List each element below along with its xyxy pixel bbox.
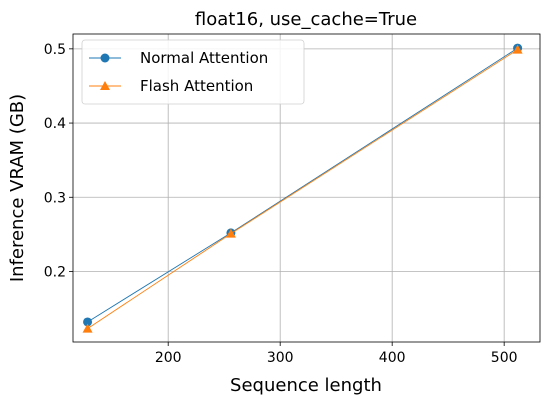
y-tick-label: 0.2 xyxy=(44,264,66,280)
legend-label: Flash Attention xyxy=(140,77,253,95)
data-point xyxy=(512,44,523,54)
y-axis-label: Inference VRAM (GB) xyxy=(7,94,28,282)
plot-frame xyxy=(72,33,541,343)
y-axis-ticks: 0.2 0.3 0.4 0.5 xyxy=(44,42,73,280)
x-tick-label: 200 xyxy=(155,350,182,366)
x-tick-label: 500 xyxy=(491,350,518,366)
legend-marker xyxy=(100,81,110,90)
chart-title: float16, use_cache=True xyxy=(195,9,417,30)
legend-entry: Normal Attention xyxy=(89,49,268,67)
legend-entry: Flash Attention xyxy=(89,77,253,95)
data-point xyxy=(82,323,93,333)
legend-label: Normal Attention xyxy=(140,49,268,67)
x-tick-label: 400 xyxy=(379,350,406,366)
y-tick-label: 0.3 xyxy=(44,190,66,206)
data-point xyxy=(83,317,93,327)
x-tick-label: 300 xyxy=(267,350,294,366)
x-axis-label: Sequence length xyxy=(230,375,382,396)
data-point xyxy=(225,228,236,238)
series-layer xyxy=(82,43,523,333)
y-tick-label: 0.4 xyxy=(44,116,66,132)
legend: Normal Attention Flash Attention xyxy=(81,39,305,105)
y-tick-label: 0.5 xyxy=(44,42,66,58)
legend-marker xyxy=(100,53,110,63)
x-axis-ticks: 200 300 400 500 xyxy=(155,342,518,366)
series-2 xyxy=(82,44,523,333)
legend-box xyxy=(81,39,305,105)
